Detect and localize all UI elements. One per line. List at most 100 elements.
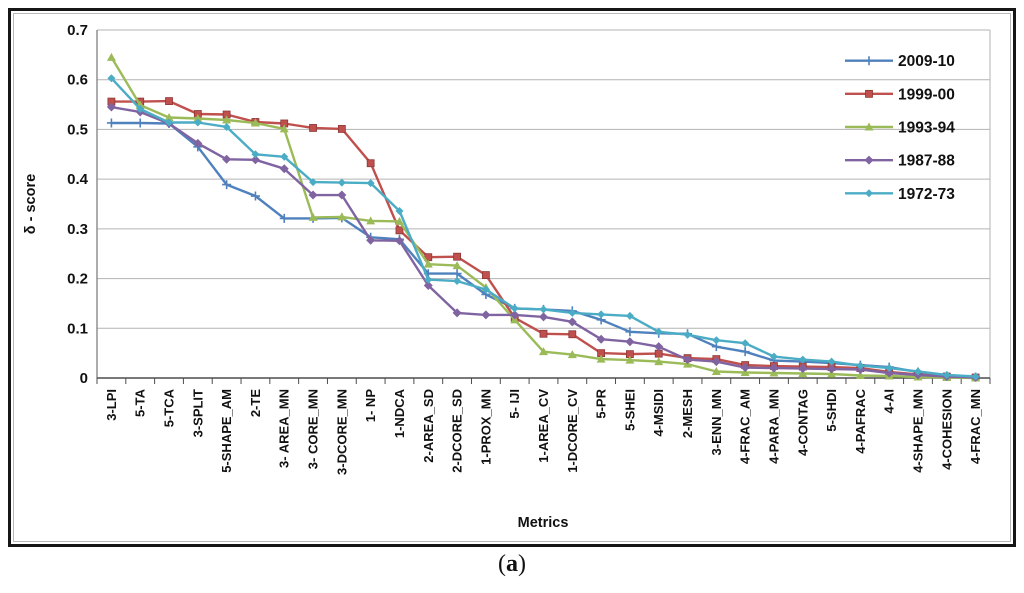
legend-item-1999-00: 1999-00 — [845, 86, 955, 103]
data-point-marker — [711, 357, 721, 367]
data-point-marker — [865, 89, 873, 98]
data-point-marker — [222, 122, 231, 131]
x-tick-label: 4-SHAPE_MN — [910, 389, 925, 473]
data-point-marker — [193, 113, 203, 122]
y-tick-label: 0.3 — [67, 221, 88, 238]
data-point-marker — [337, 190, 347, 200]
data-point-marker — [193, 138, 203, 148]
legend-label: 1972-73 — [898, 186, 955, 203]
x-tick-label: 1-PROX_MN — [478, 389, 493, 465]
data-point-marker — [453, 277, 462, 286]
x-tick-label: 5-TCA — [162, 388, 177, 427]
data-point-marker — [855, 371, 865, 380]
data-point-marker — [423, 281, 433, 291]
data-point-marker — [481, 310, 491, 320]
data-point-marker — [250, 191, 260, 201]
x-tick-label: 4-COHESION — [939, 389, 954, 470]
x-tick-label: 2-MESH — [680, 389, 695, 438]
data-point-marker — [769, 363, 779, 373]
data-point-marker — [394, 236, 404, 246]
x-tick-label: 5-SHEI — [622, 389, 637, 431]
data-point-marker — [106, 118, 116, 128]
data-point-marker — [395, 206, 404, 215]
data-point-marker — [683, 330, 692, 339]
data-point-marker — [222, 154, 232, 164]
data-point-marker — [597, 310, 606, 319]
data-point-marker — [769, 352, 778, 361]
data-point-marker — [539, 347, 548, 356]
data-point-marker — [683, 355, 693, 365]
data-point-marker — [309, 178, 318, 187]
data-point-marker — [568, 308, 577, 317]
data-point-marker — [865, 189, 873, 198]
data-point-marker — [798, 364, 808, 374]
y-tick-label: 0.7 — [67, 22, 88, 39]
legend-item-1987-88: 1987-88 — [845, 153, 955, 170]
data-point-marker — [864, 155, 874, 165]
data-point-marker — [741, 339, 750, 348]
data-point-marker — [452, 269, 462, 279]
data-series — [106, 52, 981, 383]
data-point-marker — [740, 347, 750, 357]
x-tick-label: 5-TA — [133, 388, 148, 417]
data-point-marker — [366, 235, 376, 245]
caption-paren-close: ) — [518, 551, 526, 577]
data-point-marker — [481, 271, 490, 279]
data-point-marker — [193, 118, 202, 127]
caption-paren-open: ( — [498, 551, 506, 577]
axis-labels: 0.7 0.6 0.5 0.4 0.3 0.2 0.1 0 3-LPI 5-TA 5-TCA 3-SP… — [67, 22, 983, 475]
data-point-marker — [856, 361, 865, 370]
data-point-marker — [107, 74, 116, 83]
data-point-marker — [337, 212, 347, 221]
data-point-marker — [135, 118, 145, 128]
data-point-marker — [885, 364, 894, 373]
data-point-marker — [942, 371, 951, 380]
data-point-marker — [250, 118, 260, 127]
series-1999-00 — [107, 97, 980, 382]
y-axis-title: δ - score — [23, 174, 39, 234]
data-point-marker — [250, 155, 260, 165]
data-point-marker — [798, 355, 807, 364]
data-point-marker — [452, 261, 462, 270]
legend-label: 1987-88 — [898, 153, 955, 170]
x-tick-label: 4-PARA_MN — [766, 389, 781, 464]
x-tick-label: 4-MSIDI — [651, 389, 666, 437]
y-tick-label: 0.4 — [67, 171, 89, 188]
data-point-marker — [625, 337, 635, 347]
x-tick-label: 2-AREA_SD — [421, 389, 436, 463]
x-tick-label: 1- NP — [363, 389, 378, 423]
x-tick-label: 4-CONTAG — [795, 389, 810, 456]
data-point-marker — [394, 216, 404, 225]
x-tick-label: 2-TE — [248, 389, 263, 418]
data-point-marker — [596, 354, 606, 363]
data-point-marker — [309, 124, 317, 132]
caption-letter: a — [506, 551, 518, 577]
data-point-marker — [366, 179, 375, 188]
x-axis-title: Metrics — [518, 515, 569, 531]
data-point-marker — [654, 349, 663, 358]
data-point-marker — [165, 118, 174, 127]
legend-item-2009-10: 2009-10 — [845, 53, 955, 70]
x-tick-label: 1-NDCA — [392, 388, 407, 438]
data-point-marker — [279, 124, 289, 133]
data-point-marker — [251, 150, 260, 159]
x-tick-label: 5-SHDI — [824, 389, 839, 432]
data-point-marker — [827, 357, 836, 366]
x-tick-label: 2-DCORE_SD — [450, 389, 465, 473]
x-tick-label: 3-ENN_MN — [709, 389, 724, 455]
legend-label: 1999-00 — [898, 86, 955, 103]
legend-label: 2009-10 — [898, 53, 955, 70]
x-tick-label: 5-SHAPE_AM — [219, 389, 234, 473]
data-point-marker — [452, 308, 462, 318]
data-point-marker — [337, 125, 346, 133]
series-1993-94 — [106, 52, 981, 382]
data-point-marker — [453, 252, 461, 261]
series-2009-10 — [106, 118, 981, 382]
data-point-marker — [567, 317, 577, 327]
data-point-marker — [366, 216, 376, 225]
data-point-marker — [510, 310, 520, 320]
data-point-marker — [481, 285, 490, 294]
x-tick-label: 5- IJI — [507, 389, 522, 419]
figure-caption: (a) — [0, 551, 1024, 578]
